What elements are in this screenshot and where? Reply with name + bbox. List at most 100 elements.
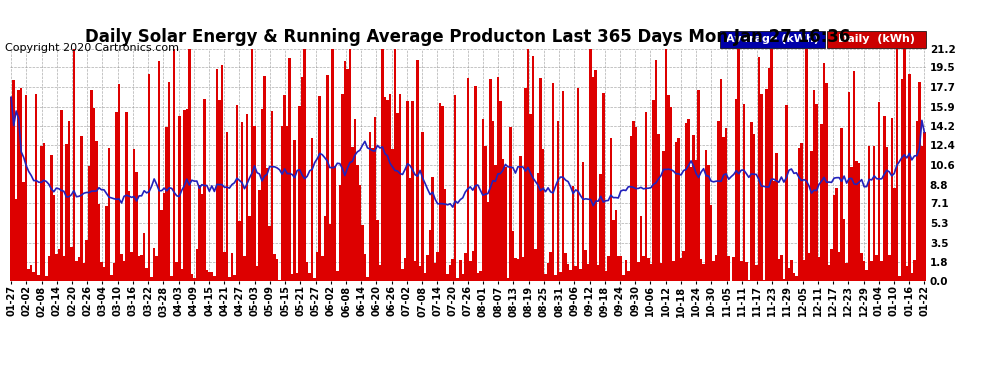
Bar bbox=[770, 49, 772, 281]
Bar bbox=[556, 122, 559, 281]
Text: Average (kWh): Average (kWh) bbox=[726, 34, 819, 44]
Bar bbox=[248, 216, 250, 281]
Bar bbox=[853, 72, 855, 281]
Bar bbox=[185, 110, 188, 281]
Bar bbox=[522, 257, 525, 281]
Bar bbox=[715, 255, 718, 281]
Bar bbox=[481, 119, 484, 281]
Bar bbox=[72, 49, 75, 281]
Bar bbox=[549, 252, 551, 281]
Bar bbox=[206, 270, 208, 281]
Bar bbox=[414, 261, 417, 281]
Bar bbox=[88, 166, 90, 281]
Bar bbox=[476, 273, 479, 281]
Bar bbox=[150, 277, 152, 281]
Bar bbox=[567, 264, 569, 281]
Bar bbox=[720, 79, 723, 281]
Bar bbox=[652, 100, 654, 281]
Bar bbox=[389, 94, 391, 281]
Bar bbox=[100, 262, 103, 281]
Bar bbox=[301, 76, 304, 281]
Bar bbox=[339, 184, 342, 281]
Bar bbox=[790, 260, 793, 281]
Bar bbox=[208, 272, 211, 281]
Bar bbox=[253, 126, 255, 281]
Bar bbox=[260, 109, 263, 281]
Bar bbox=[286, 126, 288, 281]
Bar bbox=[263, 76, 265, 281]
Bar bbox=[783, 279, 785, 281]
Bar bbox=[396, 113, 399, 281]
Bar bbox=[95, 141, 98, 281]
Bar bbox=[535, 249, 537, 281]
Bar bbox=[170, 276, 173, 281]
Bar bbox=[334, 166, 336, 281]
Bar bbox=[67, 121, 70, 281]
Bar bbox=[878, 102, 880, 281]
Bar bbox=[662, 150, 664, 281]
Bar bbox=[757, 57, 760, 281]
Bar bbox=[916, 121, 918, 281]
Bar bbox=[183, 110, 185, 281]
Bar bbox=[564, 253, 567, 281]
Bar bbox=[236, 105, 239, 281]
Bar bbox=[459, 260, 461, 281]
Bar bbox=[494, 165, 497, 281]
Bar bbox=[35, 94, 38, 281]
Bar bbox=[141, 255, 143, 281]
Bar bbox=[201, 194, 203, 281]
Bar bbox=[419, 267, 422, 281]
Bar bbox=[537, 173, 540, 281]
Bar bbox=[738, 49, 740, 281]
Bar bbox=[821, 124, 823, 281]
Bar bbox=[223, 252, 226, 281]
Bar bbox=[344, 62, 346, 281]
Bar bbox=[15, 199, 18, 281]
Bar bbox=[65, 144, 67, 281]
Bar bbox=[908, 74, 911, 281]
Bar bbox=[306, 261, 309, 281]
Bar bbox=[466, 78, 469, 281]
Bar bbox=[70, 247, 72, 281]
Bar bbox=[870, 261, 873, 281]
Bar bbox=[823, 63, 826, 281]
Bar bbox=[772, 181, 775, 281]
Bar bbox=[23, 182, 25, 281]
Bar bbox=[93, 108, 95, 281]
Bar bbox=[62, 256, 65, 281]
Bar bbox=[690, 167, 692, 281]
Bar bbox=[110, 275, 113, 281]
Bar bbox=[845, 262, 847, 281]
Bar bbox=[680, 258, 682, 281]
Bar bbox=[742, 104, 745, 281]
Bar bbox=[126, 112, 128, 281]
Bar bbox=[348, 49, 351, 281]
Bar bbox=[499, 101, 502, 281]
Bar bbox=[492, 120, 494, 281]
Bar bbox=[180, 270, 183, 281]
Bar bbox=[417, 60, 419, 281]
Bar bbox=[519, 156, 522, 281]
Bar bbox=[479, 271, 481, 281]
Bar bbox=[258, 190, 260, 281]
Bar bbox=[437, 252, 439, 281]
Bar bbox=[198, 185, 201, 281]
Bar bbox=[617, 256, 620, 281]
Bar bbox=[893, 188, 896, 281]
Bar bbox=[351, 147, 353, 281]
Bar bbox=[507, 278, 509, 281]
Bar bbox=[605, 272, 607, 281]
Bar bbox=[411, 101, 414, 281]
Bar bbox=[271, 111, 273, 281]
Bar bbox=[55, 254, 57, 281]
Bar bbox=[896, 49, 898, 281]
Bar bbox=[226, 132, 228, 281]
Bar bbox=[847, 92, 850, 281]
Bar bbox=[326, 75, 329, 281]
Bar bbox=[401, 269, 404, 281]
Bar bbox=[131, 252, 133, 281]
Bar bbox=[82, 263, 85, 281]
Bar bbox=[803, 260, 805, 281]
Bar bbox=[833, 195, 836, 281]
Bar bbox=[168, 82, 170, 281]
